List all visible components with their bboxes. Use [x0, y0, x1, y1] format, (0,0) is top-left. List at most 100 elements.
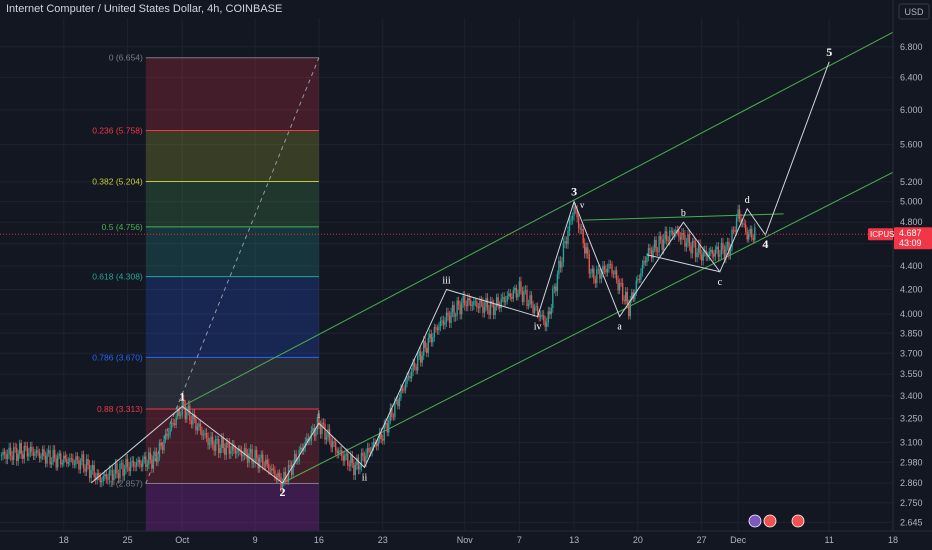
candle-body: [723, 249, 726, 260]
candle-body: [31, 446, 33, 452]
candle-body: [471, 305, 474, 307]
candle-body: [148, 452, 150, 465]
candle-body: [526, 290, 528, 306]
candle-body: [173, 423, 176, 426]
candle-body: [385, 423, 387, 425]
candle-body: [292, 463, 294, 475]
wave-label: 2: [279, 485, 285, 499]
candle-body: [214, 439, 217, 451]
candle-body: [418, 351, 420, 357]
candle-body: [447, 312, 449, 316]
candle-body: [542, 315, 545, 321]
wave-path: [90, 61, 830, 484]
y-tick-label: 2.980: [900, 457, 923, 467]
candle-body: [377, 439, 379, 447]
candle-body: [254, 449, 256, 463]
candle-body: [258, 457, 261, 469]
candle-body: [571, 215, 574, 220]
candle-body: [132, 460, 135, 467]
candle-body: [735, 218, 738, 232]
candle-body: [409, 376, 411, 379]
candle-body: [751, 228, 753, 239]
candle-body: [167, 435, 170, 437]
candle-body: [501, 297, 504, 299]
flag-icon[interactable]: [791, 514, 805, 528]
candle-body: [641, 264, 644, 274]
candle-body: [717, 246, 720, 257]
candle-body: [134, 466, 136, 468]
candle-body: [738, 209, 741, 219]
candle-body: [350, 455, 352, 467]
candle-body: [421, 355, 423, 363]
candle-body: [231, 444, 234, 451]
candle-body: [416, 356, 419, 371]
candle-body: [470, 300, 472, 307]
candle-body: [681, 233, 683, 240]
candle-body: [101, 480, 103, 483]
candle-body: [711, 249, 713, 254]
candle-body: [538, 314, 540, 318]
fib-level-label: 0.88 (3.313): [97, 404, 143, 414]
candle-body: [426, 347, 428, 353]
y-tick-label: 3.850: [900, 328, 923, 338]
candle-body: [585, 247, 587, 254]
candle-body: [157, 457, 159, 463]
candle-body: [468, 298, 470, 301]
candle-body: [193, 413, 196, 420]
candle-body: [640, 273, 642, 280]
candle-body: [309, 440, 311, 442]
candle-body: [678, 230, 680, 237]
candle-body: [565, 241, 568, 244]
candle-body: [120, 463, 123, 465]
candle-body: [105, 474, 108, 479]
candle-body: [369, 451, 372, 453]
chart-title: Internet Computer / United States Dollar…: [6, 3, 283, 15]
candle-body: [737, 209, 739, 219]
y-tick-label: 4.200: [900, 284, 923, 294]
candle-body: [99, 475, 101, 483]
candle-body: [407, 376, 410, 378]
candle-body: [515, 287, 518, 298]
lightning-icon[interactable]: [748, 514, 762, 528]
candle-body: [316, 417, 319, 431]
candle-body: [752, 238, 754, 240]
candle-body: [728, 242, 730, 256]
fib-level-label: 1 (2.857): [109, 479, 143, 489]
flag-icon[interactable]: [763, 514, 777, 528]
candle-body: [612, 273, 615, 275]
candle-body: [659, 236, 662, 240]
candle-body: [430, 333, 433, 343]
fib-band: [145, 130, 319, 182]
y-tick-label: 3.700: [900, 348, 923, 358]
y-tick-label: 5.600: [900, 140, 923, 150]
candle-body: [587, 247, 589, 255]
candle-body: [672, 230, 674, 236]
candle-body: [523, 290, 525, 303]
candle-body: [644, 261, 647, 263]
candle-body: [655, 239, 657, 252]
candle-body: [544, 320, 546, 327]
candle-body: [46, 453, 48, 464]
wave-label: c: [718, 277, 723, 288]
candle-body: [415, 366, 417, 371]
candle-body: [240, 450, 243, 457]
candle-body: [413, 362, 416, 367]
candle-body: [205, 433, 208, 438]
candle-body: [626, 291, 628, 304]
candle-body: [567, 230, 569, 244]
candle-body: [278, 472, 281, 477]
wave-label: 3: [571, 185, 577, 199]
candle-body: [295, 453, 297, 462]
candle-body: [445, 312, 448, 323]
candle-body: [43, 449, 45, 456]
candle-body: [546, 322, 548, 327]
candle-body: [667, 240, 669, 242]
x-tick-label: 27: [697, 535, 707, 545]
candle-body: [211, 436, 214, 445]
candle-body: [386, 423, 388, 433]
candle-body: [464, 296, 466, 306]
candle-body: [274, 470, 276, 478]
candle-body: [164, 433, 167, 440]
candle-body: [122, 463, 124, 476]
